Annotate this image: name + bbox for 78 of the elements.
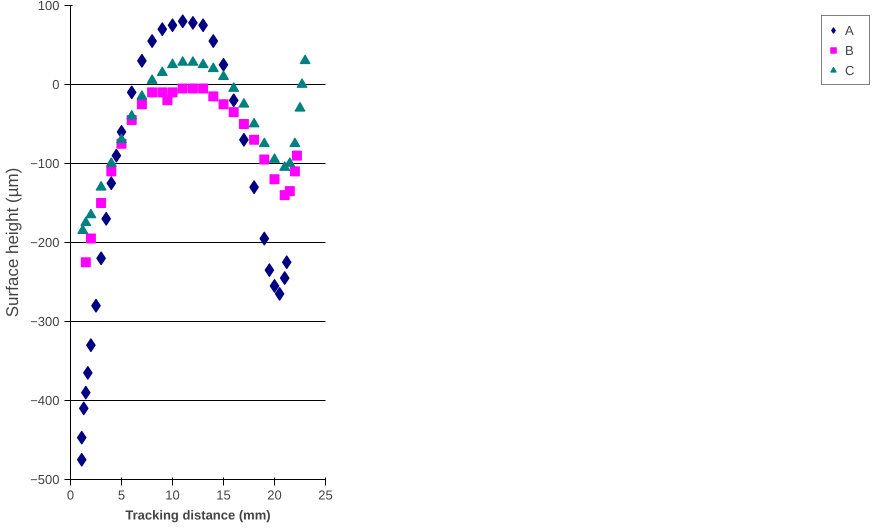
point bbox=[136, 90, 148, 100]
x-tick-label: 20 bbox=[267, 488, 282, 502]
point bbox=[300, 54, 311, 64]
x-tick-label: 0 bbox=[66, 488, 74, 502]
point bbox=[188, 83, 198, 94]
point bbox=[178, 83, 188, 94]
point bbox=[178, 14, 188, 28]
point bbox=[78, 401, 89, 416]
point bbox=[167, 58, 178, 68]
point bbox=[168, 87, 178, 98]
point bbox=[80, 386, 91, 400]
point bbox=[106, 176, 116, 190]
point bbox=[106, 157, 117, 167]
point bbox=[228, 82, 240, 92]
y-tick-label: −100 bbox=[30, 156, 60, 171]
point bbox=[259, 154, 270, 165]
point bbox=[238, 98, 250, 108]
point bbox=[218, 99, 228, 110]
point bbox=[126, 85, 137, 100]
point bbox=[157, 22, 168, 36]
point bbox=[116, 134, 127, 144]
point bbox=[228, 93, 239, 108]
legend-label: A bbox=[845, 22, 855, 38]
legend-label: B bbox=[845, 42, 855, 58]
point bbox=[249, 134, 260, 145]
y-tick-label: 0 bbox=[52, 77, 60, 92]
point bbox=[198, 58, 209, 68]
point bbox=[80, 257, 91, 268]
point bbox=[187, 56, 198, 66]
point bbox=[292, 150, 302, 161]
y-axis-title: Surface height (µm) bbox=[3, 168, 22, 318]
point bbox=[106, 166, 116, 176]
point bbox=[101, 212, 112, 226]
point bbox=[258, 137, 270, 148]
legend-label: C bbox=[845, 62, 856, 78]
point bbox=[282, 255, 292, 270]
point bbox=[136, 99, 147, 110]
point bbox=[80, 216, 92, 226]
point bbox=[96, 198, 106, 208]
point bbox=[290, 166, 300, 176]
point bbox=[156, 66, 168, 76]
point bbox=[259, 232, 270, 246]
point bbox=[208, 34, 218, 48]
point bbox=[157, 87, 168, 98]
point bbox=[147, 87, 158, 98]
point bbox=[228, 107, 239, 118]
point bbox=[146, 74, 158, 84]
point bbox=[198, 83, 208, 94]
x-tick-label: 15 bbox=[216, 488, 231, 502]
point bbox=[296, 78, 308, 88]
y-tick-label: −200 bbox=[30, 235, 60, 250]
point bbox=[76, 452, 87, 467]
point bbox=[76, 430, 87, 445]
x-axis-title: Tracking distance (mm) bbox=[125, 508, 271, 522]
x-tick-label: 10 bbox=[165, 488, 180, 502]
y-tick-label: −400 bbox=[30, 393, 60, 408]
point bbox=[270, 174, 280, 184]
point bbox=[218, 70, 229, 80]
point bbox=[248, 118, 260, 128]
y-tick-label: −500 bbox=[30, 472, 60, 487]
point bbox=[162, 95, 172, 106]
point bbox=[238, 119, 249, 129]
point bbox=[208, 62, 219, 72]
y-tick-label: −300 bbox=[30, 314, 60, 329]
point bbox=[96, 180, 107, 191]
point bbox=[284, 186, 295, 196]
point bbox=[289, 137, 300, 148]
point bbox=[208, 91, 218, 102]
y-tick-label: 100 bbox=[38, 0, 60, 13]
point bbox=[86, 234, 96, 244]
point bbox=[294, 102, 306, 112]
x-tick-label: 5 bbox=[118, 488, 126, 502]
point bbox=[126, 110, 138, 120]
point bbox=[269, 153, 280, 163]
x-tick-label: 25 bbox=[318, 488, 333, 502]
point bbox=[280, 271, 290, 286]
point bbox=[177, 56, 188, 66]
point bbox=[85, 208, 96, 218]
